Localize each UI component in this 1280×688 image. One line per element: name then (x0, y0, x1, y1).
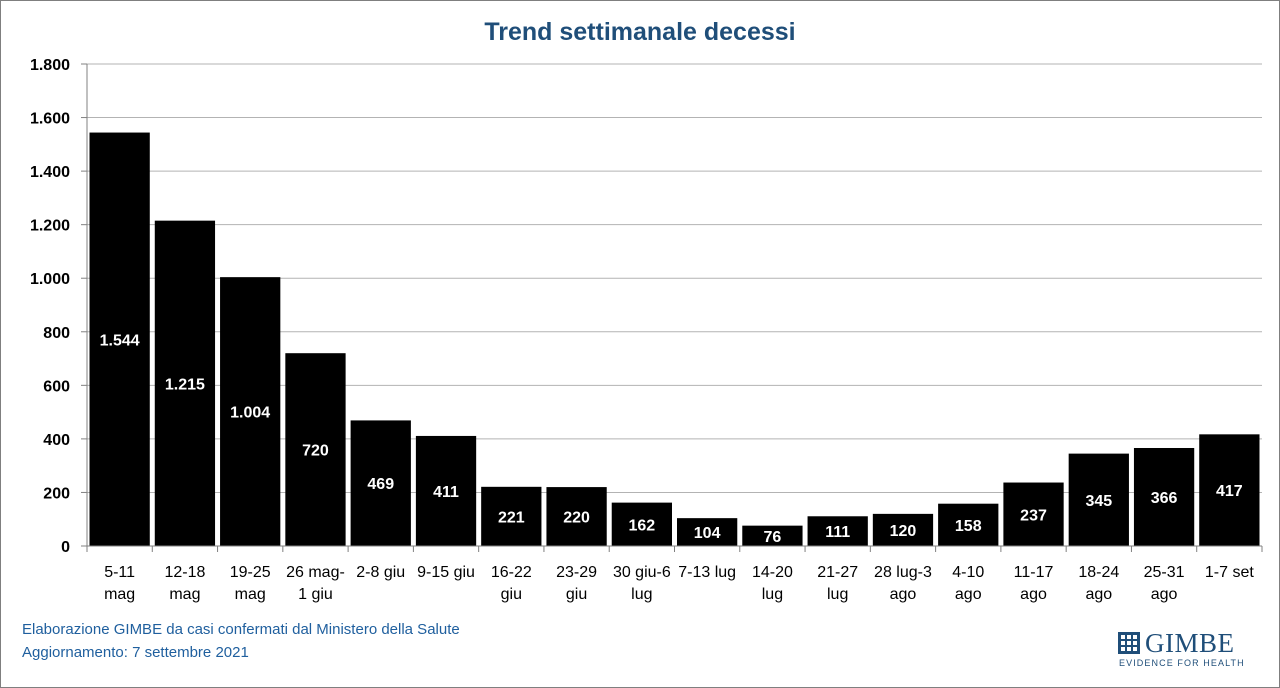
x-tick-label: 26 mag-1 giu (286, 564, 345, 603)
bar (481, 486, 542, 546)
gridlines (87, 63, 1262, 493)
footer-update: Aggiornamento: 7 settembre 2021 (22, 644, 249, 661)
data-label: 162 (629, 517, 656, 534)
data-label: 1.215 (165, 376, 205, 393)
data-label: 76 (764, 529, 782, 546)
data-label: 411 (433, 484, 459, 501)
y-tick-label: 0 (61, 539, 70, 556)
bars: 1.544 1.215 1.004 720 469 411 221 220 162 104 76 11… (89, 132, 1260, 546)
x-tick-label: 7-13 lug (678, 564, 736, 581)
y-tick-label: 600 (43, 378, 70, 395)
data-label: 221 (498, 509, 525, 526)
data-label: 417 (1216, 483, 1243, 500)
x-tick-label: 12-18 mag (164, 564, 205, 603)
bar (285, 353, 346, 546)
x-tick-label: 23-29 giu (556, 564, 597, 603)
bar (872, 513, 934, 546)
x-tick-label: 16-22 giu (491, 564, 532, 603)
chart-title: Trend settimanale decessi (484, 18, 795, 46)
y-axis: 0 200 400 600 800 1.000 1.200 1.400 1.600 1.800 (30, 57, 88, 556)
bar (350, 420, 411, 546)
bar (220, 277, 281, 546)
data-label: 237 (1020, 507, 1047, 524)
y-tick-label: 1.400 (30, 164, 70, 181)
data-label: 366 (1151, 490, 1178, 507)
x-tick-label: 28 lug-3 ago (874, 564, 932, 603)
x-tick-label: 19-25 mag (230, 564, 271, 603)
x-tick-label: 5-11 mag (104, 564, 135, 603)
data-label: 111 (825, 524, 850, 541)
bar (1133, 447, 1195, 546)
y-tick-label: 800 (43, 325, 70, 342)
data-label: 220 (563, 510, 590, 527)
bar (89, 132, 150, 546)
bar (807, 516, 868, 546)
x-tick-label: 4-10 ago (952, 564, 984, 603)
x-tick-label: 11-17 ago (1014, 564, 1054, 603)
bar (611, 502, 672, 546)
x-tick-label: 25-31 ago (1144, 564, 1185, 603)
data-label: 120 (890, 523, 917, 540)
bar (938, 503, 999, 546)
footer-source: Elaborazione GIMBE da casi confermati da… (22, 621, 460, 638)
y-tick-label: 1.200 (30, 218, 70, 235)
bar (677, 518, 738, 546)
y-tick-label: 1.000 (30, 271, 70, 288)
bar (1068, 453, 1129, 546)
x-tick-label: 1-7 set (1205, 564, 1254, 581)
y-tick-label: 1.600 (30, 111, 70, 128)
data-label: 1.004 (230, 405, 270, 422)
logo-name: GIMBE (1145, 628, 1235, 658)
x-tick-label: 14-20 lug (752, 564, 793, 603)
data-label: 158 (955, 518, 982, 535)
y-tick-label: 400 (43, 432, 70, 449)
data-label: 720 (302, 443, 329, 460)
bar (742, 525, 803, 546)
x-tick-labels: 5-11 mag 12-18 mag 19-25 mag 26 mag-1 giu 2-8 g… (104, 564, 1254, 603)
x-tick-label: 30 giu-6 lug (613, 564, 671, 603)
gimbe-logo: GIMBE EVIDENCE FOR HEALTH (1118, 628, 1245, 670)
data-label: 345 (1085, 493, 1112, 510)
x-tick-label: 2-8 giu (356, 564, 405, 581)
bar (415, 435, 477, 546)
logo-tagline: EVIDENCE FOR HEALTH (1119, 658, 1245, 668)
x-tick-label: 9-15 giu (417, 564, 475, 581)
bar (154, 220, 216, 546)
y-tick-label: 1.800 (30, 57, 70, 74)
bar (1199, 434, 1260, 546)
data-label: 104 (694, 525, 721, 542)
y-tick-label: 200 (43, 485, 70, 502)
logo-grid-icon (1118, 632, 1140, 654)
bar (546, 487, 607, 546)
x-tick-label: 21-27 lug (817, 564, 858, 603)
data-label: 469 (367, 476, 394, 493)
x-axis (86, 545, 1263, 552)
bar (1003, 482, 1064, 546)
data-label: 1.544 (100, 332, 140, 349)
x-tick-label: 18-24 ago (1078, 564, 1119, 603)
